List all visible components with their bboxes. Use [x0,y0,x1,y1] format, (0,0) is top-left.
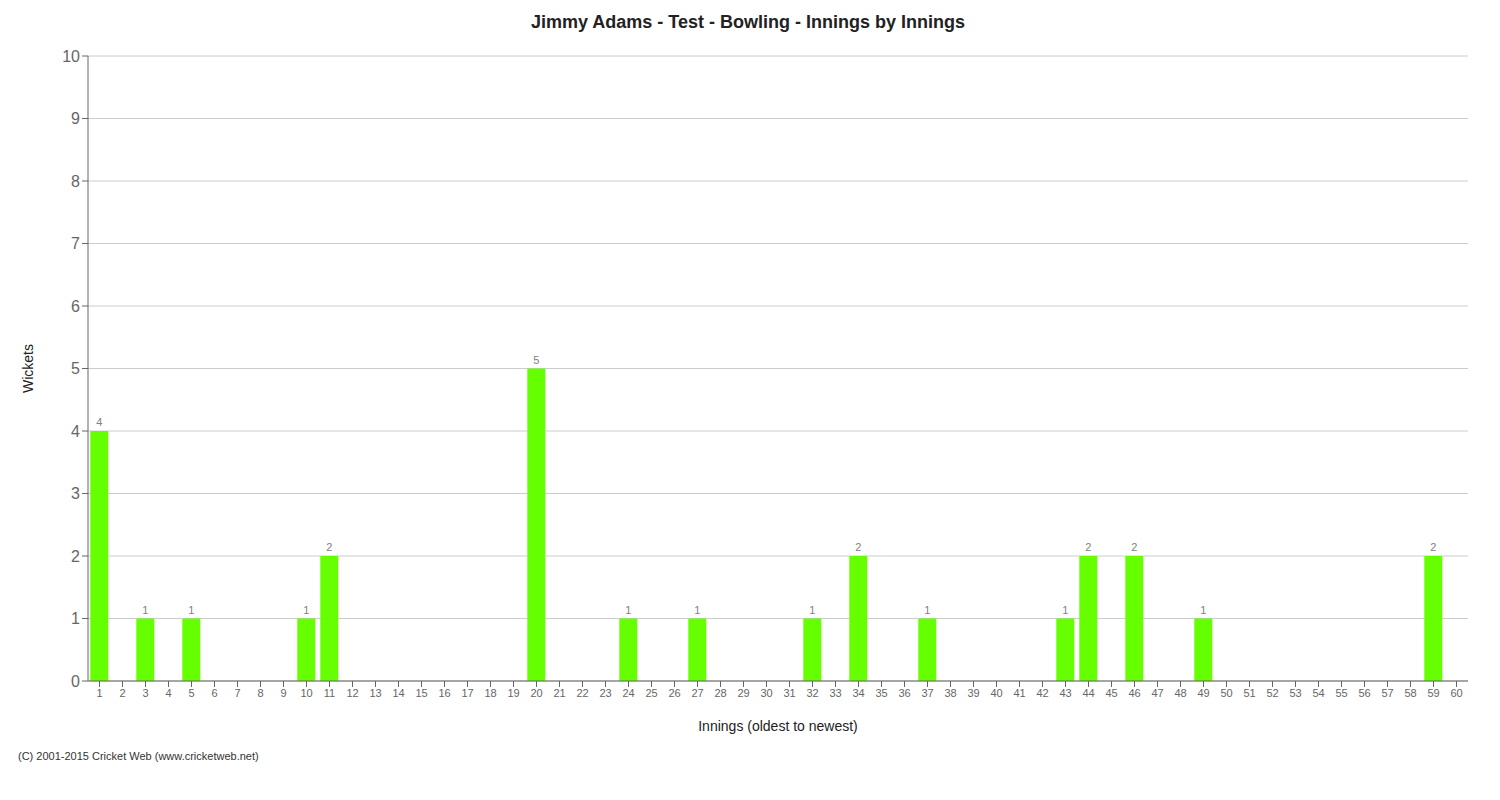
svg-text:1: 1 [694,604,700,616]
svg-text:58: 58 [1404,687,1416,699]
svg-text:6: 6 [211,687,217,699]
svg-text:10: 10 [62,48,80,65]
svg-text:2: 2 [326,541,332,553]
svg-text:1: 1 [625,604,631,616]
svg-text:51: 51 [1243,687,1255,699]
svg-text:21: 21 [553,687,565,699]
svg-text:12: 12 [346,687,358,699]
svg-text:49: 49 [1197,687,1209,699]
svg-text:45: 45 [1105,687,1117,699]
svg-text:5: 5 [533,354,539,366]
svg-text:52: 52 [1266,687,1278,699]
svg-text:1: 1 [1200,604,1206,616]
svg-text:44: 44 [1082,687,1094,699]
svg-text:9: 9 [280,687,286,699]
svg-text:59: 59 [1427,687,1439,699]
svg-text:2: 2 [119,687,125,699]
svg-text:4: 4 [96,416,102,428]
svg-text:14: 14 [392,687,404,699]
svg-text:0: 0 [71,673,80,690]
svg-text:1: 1 [809,604,815,616]
svg-text:4: 4 [165,687,171,699]
svg-text:36: 36 [898,687,910,699]
svg-text:Innings (oldest to newest): Innings (oldest to newest) [698,718,858,734]
svg-text:48: 48 [1174,687,1186,699]
svg-text:35: 35 [875,687,887,699]
svg-text:27: 27 [691,687,703,699]
svg-text:2: 2 [1085,541,1091,553]
svg-text:42: 42 [1036,687,1048,699]
svg-text:5: 5 [71,360,80,377]
svg-text:24: 24 [622,687,634,699]
svg-text:19: 19 [507,687,519,699]
svg-text:2: 2 [1430,541,1436,553]
svg-text:37: 37 [921,687,933,699]
svg-text:53: 53 [1289,687,1301,699]
svg-text:29: 29 [737,687,749,699]
svg-text:9: 9 [71,110,80,127]
svg-text:1: 1 [142,604,148,616]
html-text:Jimmy Adams - Test - Bowling -: Jimmy Adams - Test - Bowling - Innings b… [531,12,965,32]
svg-text:1: 1 [96,687,102,699]
svg-text:18: 18 [484,687,496,699]
svg-text:47: 47 [1151,687,1163,699]
svg-text:20: 20 [530,687,542,699]
svg-text:8: 8 [257,687,263,699]
svg-text:46: 46 [1128,687,1140,699]
svg-text:57: 57 [1381,687,1393,699]
svg-text:39: 39 [967,687,979,699]
svg-text:23: 23 [599,687,611,699]
svg-text:32: 32 [806,687,818,699]
svg-text:Wickets: Wickets [20,344,36,393]
svg-text:10: 10 [300,687,312,699]
svg-text:8: 8 [71,173,80,190]
svg-text:1: 1 [1062,604,1068,616]
svg-text:7: 7 [71,235,80,252]
svg-text:13: 13 [369,687,381,699]
svg-text:17: 17 [461,687,473,699]
svg-text:3: 3 [142,687,148,699]
svg-text:6: 6 [71,298,80,315]
svg-text:54: 54 [1312,687,1324,699]
svg-text:50: 50 [1220,687,1232,699]
svg-text:1: 1 [188,604,194,616]
svg-text:5: 5 [188,687,194,699]
svg-text:33: 33 [829,687,841,699]
svg-text:30: 30 [760,687,772,699]
svg-text:41: 41 [1013,687,1025,699]
svg-text:4: 4 [71,423,80,440]
svg-text:1: 1 [71,610,80,627]
svg-text:15: 15 [415,687,427,699]
svg-text:34: 34 [852,687,864,699]
svg-text:11: 11 [324,687,335,699]
svg-text:2: 2 [1131,541,1137,553]
svg-text:1: 1 [924,604,930,616]
svg-text:60: 60 [1450,687,1462,699]
svg-text:38: 38 [944,687,956,699]
svg-text:1: 1 [303,604,309,616]
svg-text:40: 40 [990,687,1002,699]
svg-text:43: 43 [1059,687,1071,699]
svg-text:7: 7 [234,687,240,699]
svg-text:26: 26 [668,687,680,699]
svg-text:55: 55 [1335,687,1347,699]
svg-text:2: 2 [71,548,80,565]
html-text:(C) 2001-2015 Cricket Web (www: (C) 2001-2015 Cricket Web (www.cricketwe… [18,750,259,762]
svg-text:25: 25 [645,687,657,699]
svg-text:3: 3 [71,485,80,502]
svg-text:56: 56 [1358,687,1370,699]
svg-text:28: 28 [714,687,726,699]
svg-text:16: 16 [438,687,450,699]
svg-text:31: 31 [783,687,795,699]
svg-text:2: 2 [855,541,861,553]
svg-text:22: 22 [576,687,588,699]
